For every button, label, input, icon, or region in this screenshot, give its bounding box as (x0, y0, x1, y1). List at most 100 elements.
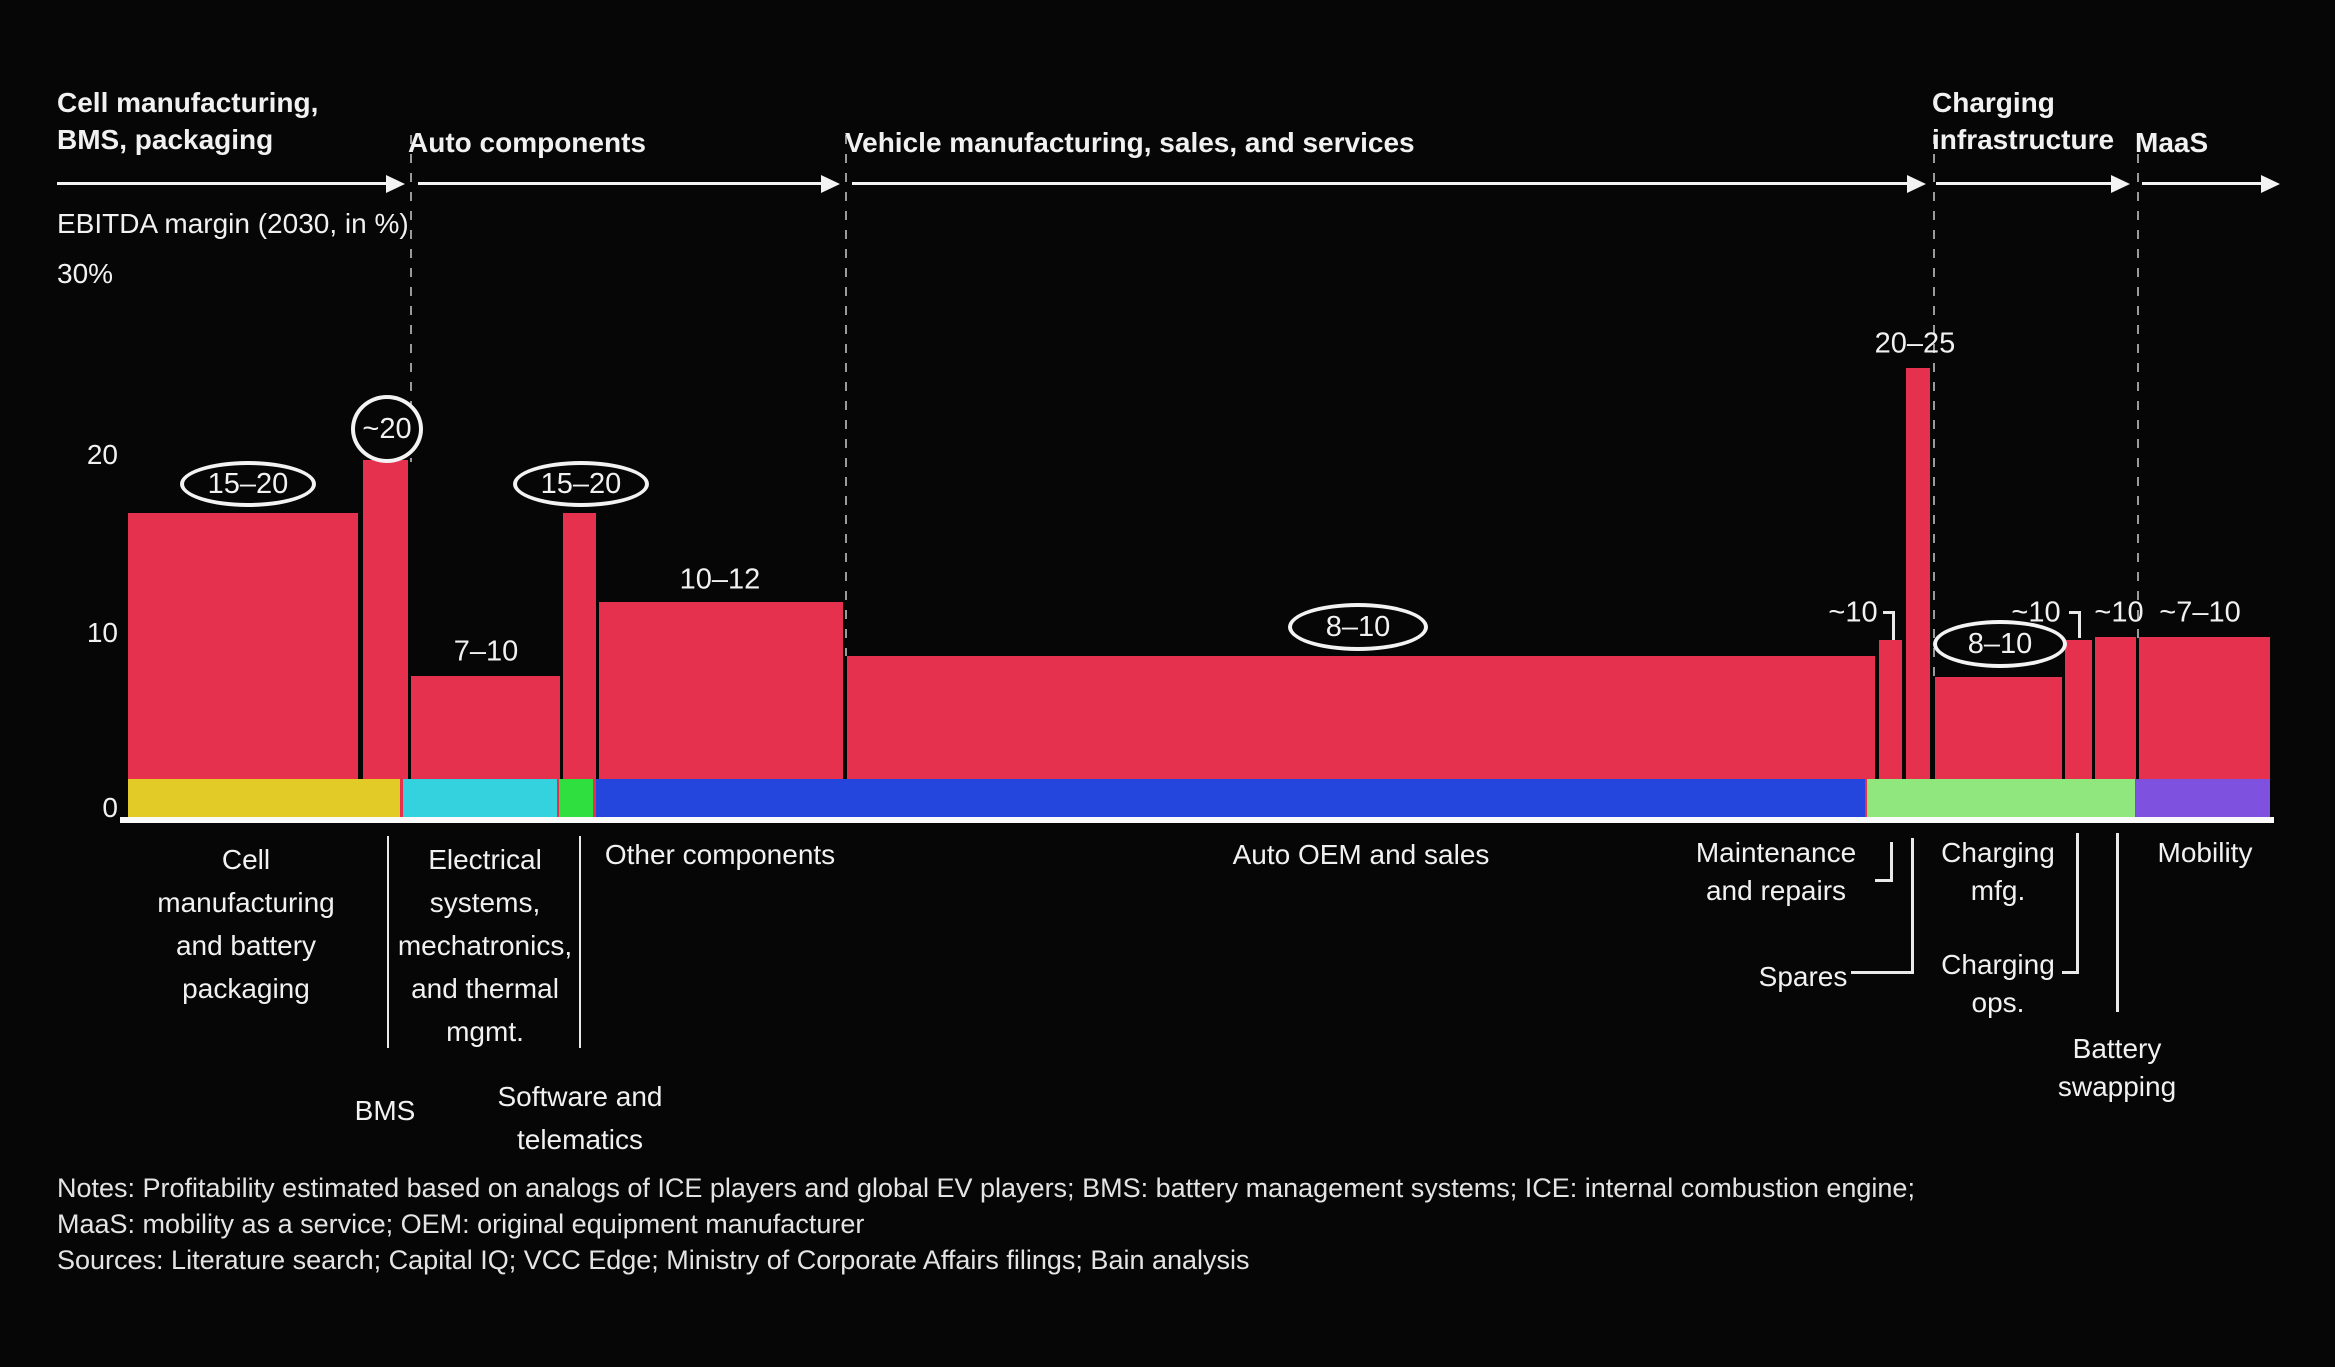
category-label-line: Software and (497, 1081, 663, 1112)
maintenance-top-bracket-h (1883, 611, 1895, 614)
category-label-line: manufacturing (157, 887, 335, 918)
category-label-line: Charging (1941, 837, 2055, 868)
segment-dashed-divider-3 (2137, 135, 2139, 638)
category-label-line: systems, (429, 887, 541, 918)
value-label-11: ~7–10 (2159, 596, 2241, 629)
strip-charging-lightgreen (1867, 779, 2135, 817)
category-label-line: Battery (2072, 1033, 2162, 1064)
spares-label-elbow-h (1851, 971, 1913, 974)
segment-header-line: BMS, packaging (57, 124, 274, 155)
strip-vehicle-blue (596, 779, 1865, 817)
segment-arrow-head-cell-bms-packaging (386, 175, 405, 193)
y-tick-20: 20 (86, 439, 118, 470)
category-label-line: Charging (1941, 949, 2055, 980)
value-label-9: ~10 (2011, 596, 2061, 629)
label-divider-left (387, 836, 389, 1048)
category-label-charging-ops: Charging ops. (1798, 946, 2198, 1022)
bar-software-telematics (563, 513, 596, 817)
category-label-line: mfg. (1970, 875, 2026, 906)
category-label-line: telematics (516, 1124, 644, 1155)
category-label-other: Other components (520, 836, 920, 874)
category-label-bms: BMS (185, 1092, 585, 1130)
value-label-3: 7–10 (453, 635, 519, 668)
charging-ops-top-bracket-v (2078, 611, 2081, 638)
value-oval-2: 15–20 (513, 461, 649, 507)
segment-header-vehicle-mfg: Vehicle manufacturing, sales, and servic… (845, 124, 1415, 161)
strip-electrical-cyan (403, 779, 557, 817)
category-label-battery-swap: Battery swapping (1917, 1030, 2317, 1106)
y-tick-0: 0 (102, 792, 118, 823)
category-label-line: and battery (175, 930, 317, 961)
segment-arrow-head-maas (2261, 175, 2280, 193)
battery-swap-label-spine-v (2116, 833, 2119, 1012)
segment-arrow-line-vehicle-mfg (852, 182, 1911, 185)
category-label-cell: Cell manufacturing and battery packaging (46, 838, 446, 1010)
footnotes: Notes: Profitability estimated based on … (57, 1170, 1915, 1278)
value-oval-1: ~20 (351, 395, 423, 463)
y-axis-max-label: 30% (57, 258, 114, 289)
category-label-software: Software and telematics (380, 1075, 780, 1161)
value-label-7: 20–25 (1874, 327, 1956, 360)
footnote-line: Sources: Literature search; Capital IQ; … (57, 1245, 1250, 1275)
category-label-line: Spares (1758, 961, 1848, 992)
category-label-line: swapping (2057, 1071, 2177, 1102)
segment-arrow-head-vehicle-mfg (1907, 175, 1926, 193)
value-label-4: 10–12 (679, 563, 761, 596)
segment-header-cell-bms-packaging: Cell manufacturing, BMS, packaging (57, 84, 318, 158)
strip-maas-purple (2136, 779, 2270, 817)
segment-header-line: infrastructure (1932, 124, 2115, 155)
bar-bms (363, 460, 408, 817)
segment-arrow-line-maas (2142, 182, 2265, 185)
category-label-line: and repairs (1705, 875, 1847, 906)
strip-software-green (559, 779, 593, 817)
value-oval-5: 8–10 (1288, 603, 1428, 651)
segment-header-line: Vehicle manufacturing, sales, and servic… (845, 127, 1415, 158)
category-label-line: Maintenance (1695, 837, 1857, 868)
category-label-line: ops. (1971, 987, 2025, 1018)
category-label-mobility: Mobility (2005, 834, 2335, 872)
category-label-line: Mobility (2157, 837, 2253, 868)
footnote-line: Notes: Profitability estimated based on … (57, 1173, 1915, 1203)
segment-dashed-divider-2 (1933, 135, 1935, 678)
y-axis-title: EBITDA margin (2030, in %) (57, 208, 409, 239)
maintenance-label-elbow-v (1890, 842, 1893, 882)
segment-arrow-line-charging-infra (1936, 182, 2115, 185)
segment-arrow-line-cell-bms-packaging (57, 182, 390, 185)
segment-arrow-line-auto-components (418, 182, 825, 185)
strip-cell-yellow (128, 779, 400, 817)
category-label-charging-mfg: Charging mfg. (1798, 834, 2198, 910)
charging-ops-label-spine-v (2076, 833, 2079, 974)
value-oval-8: 8–10 (1933, 620, 2067, 668)
x-axis-baseline (120, 817, 2274, 823)
category-label-line: Other components (604, 839, 836, 870)
category-label-spares: Spares (1603, 958, 2003, 996)
segment-header-line: MaaS (2135, 127, 2209, 158)
segment-dashed-divider-0 (410, 135, 412, 462)
maintenance-label-elbow-h (1875, 879, 1893, 882)
value-label-10: ~10 (2094, 596, 2144, 629)
bar-spares (1906, 368, 1930, 817)
label-divider-right (579, 836, 581, 1048)
segment-header-line: Cell manufacturing, (57, 87, 319, 118)
segment-header-line: Auto components (408, 127, 646, 158)
segment-header-line: Charging (1932, 87, 2055, 118)
category-label-line: mgmt. (446, 1016, 524, 1047)
segment-arrow-head-auto-components (821, 175, 840, 193)
segment-header-charging-infra: Charging infrastructure (1932, 84, 2114, 158)
category-label-maintenance: Maintenance and repairs (1576, 834, 1976, 910)
value-oval-0: 15–20 (180, 461, 316, 507)
footnote-line: MaaS: mobility as a service; OEM: origin… (57, 1209, 865, 1239)
segment-arrow-head-charging-infra (2111, 175, 2130, 193)
category-label-auto-oem: Auto OEM and sales (1161, 836, 1561, 874)
segment-dashed-divider-1 (845, 135, 847, 656)
category-label-electrical: Electrical systems, mechatronics, and therm… (285, 838, 685, 1053)
value-label-6: ~10 (1828, 596, 1878, 629)
category-label-line: packaging (182, 973, 310, 1004)
category-label-line: Electrical (428, 844, 542, 875)
